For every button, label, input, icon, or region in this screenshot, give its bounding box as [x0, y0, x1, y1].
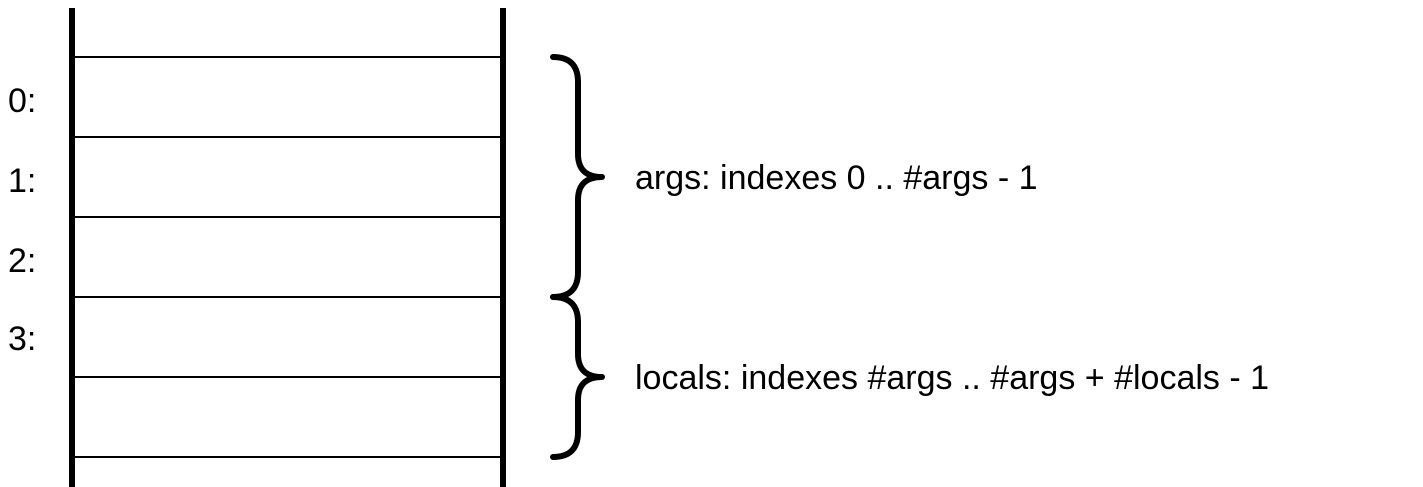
slot-labels: 0: 1: 2: 3:: [8, 82, 36, 358]
slot-label-1: 1:: [8, 162, 36, 200]
slot-label-3: 3:: [8, 320, 36, 358]
locals-annotation: locals: indexes #args .. #args + #locals…: [635, 359, 1269, 397]
slot-label-0: 0:: [8, 82, 36, 120]
args-brace: [550, 54, 605, 300]
slot-dividers: [75, 56, 500, 458]
slot-label-2: 2:: [8, 242, 36, 280]
locals-brace: [550, 294, 605, 460]
args-annotation: args: indexes 0 .. #args - 1: [635, 159, 1038, 197]
